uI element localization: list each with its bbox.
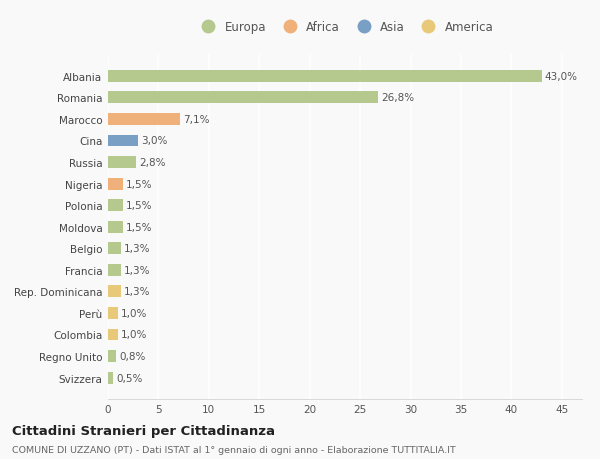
Bar (108, 350, 116, 362)
Text: 1,3%: 1,3% (124, 244, 151, 254)
Bar (108, 264, 121, 276)
Bar (108, 157, 136, 168)
Text: 1,3%: 1,3% (124, 287, 151, 297)
Bar (108, 71, 542, 83)
Bar (108, 135, 138, 147)
Text: COMUNE DI UZZANO (PT) - Dati ISTAT al 1° gennaio di ogni anno - Elaborazione TUT: COMUNE DI UZZANO (PT) - Dati ISTAT al 1°… (12, 445, 456, 454)
Bar (108, 114, 179, 126)
Text: 7,1%: 7,1% (182, 115, 209, 125)
Bar (108, 92, 378, 104)
Text: 0,5%: 0,5% (116, 373, 142, 383)
Bar (108, 372, 113, 384)
Text: 1,5%: 1,5% (126, 179, 152, 189)
Bar (108, 329, 118, 341)
Bar (108, 286, 121, 297)
Text: 1,3%: 1,3% (124, 265, 151, 275)
Text: 26,8%: 26,8% (382, 93, 415, 103)
Text: Cittadini Stranieri per Cittadinanza: Cittadini Stranieri per Cittadinanza (12, 424, 275, 437)
Text: 3,0%: 3,0% (141, 136, 167, 146)
Bar (108, 243, 121, 255)
Text: 1,5%: 1,5% (126, 201, 152, 211)
Text: 0,8%: 0,8% (119, 351, 145, 361)
Legend: Europa, Africa, Asia, America: Europa, Africa, Asia, America (191, 16, 499, 39)
Text: 43,0%: 43,0% (545, 72, 578, 82)
Text: 1,0%: 1,0% (121, 330, 148, 340)
Text: 1,0%: 1,0% (121, 308, 148, 318)
Bar (108, 178, 123, 190)
Bar (108, 221, 123, 233)
Text: 2,8%: 2,8% (139, 158, 166, 168)
Text: 1,5%: 1,5% (126, 222, 152, 232)
Bar (108, 308, 118, 319)
Bar (108, 200, 123, 212)
